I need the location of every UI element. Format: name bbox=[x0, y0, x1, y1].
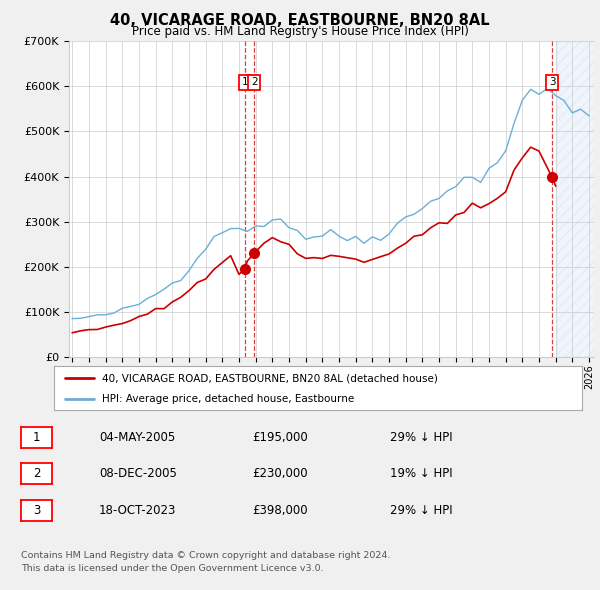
Text: 08-DEC-2005: 08-DEC-2005 bbox=[99, 467, 177, 480]
Text: 29% ↓ HPI: 29% ↓ HPI bbox=[390, 431, 452, 444]
Text: 2: 2 bbox=[33, 467, 40, 480]
Text: 3: 3 bbox=[549, 77, 556, 87]
Text: 1: 1 bbox=[241, 77, 248, 87]
Text: 2: 2 bbox=[251, 77, 257, 87]
Text: 29% ↓ HPI: 29% ↓ HPI bbox=[390, 504, 452, 517]
Text: 18-OCT-2023: 18-OCT-2023 bbox=[99, 504, 176, 517]
Text: HPI: Average price, detached house, Eastbourne: HPI: Average price, detached house, East… bbox=[101, 394, 354, 404]
Text: Price paid vs. HM Land Registry's House Price Index (HPI): Price paid vs. HM Land Registry's House … bbox=[131, 25, 469, 38]
Text: 3: 3 bbox=[33, 504, 40, 517]
Text: 40, VICARAGE ROAD, EASTBOURNE, BN20 8AL (detached house): 40, VICARAGE ROAD, EASTBOURNE, BN20 8AL … bbox=[101, 373, 437, 383]
Text: £398,000: £398,000 bbox=[252, 504, 308, 517]
Text: £195,000: £195,000 bbox=[252, 431, 308, 444]
Text: Contains HM Land Registry data © Crown copyright and database right 2024.: Contains HM Land Registry data © Crown c… bbox=[21, 552, 391, 560]
Text: 40, VICARAGE ROAD, EASTBOURNE, BN20 8AL: 40, VICARAGE ROAD, EASTBOURNE, BN20 8AL bbox=[110, 13, 490, 28]
Text: 19% ↓ HPI: 19% ↓ HPI bbox=[390, 467, 452, 480]
Text: 04-MAY-2005: 04-MAY-2005 bbox=[99, 431, 175, 444]
Text: £230,000: £230,000 bbox=[252, 467, 308, 480]
Text: This data is licensed under the Open Government Licence v3.0.: This data is licensed under the Open Gov… bbox=[21, 565, 323, 573]
Text: 1: 1 bbox=[33, 431, 40, 444]
Bar bbox=[556, 41, 594, 357]
